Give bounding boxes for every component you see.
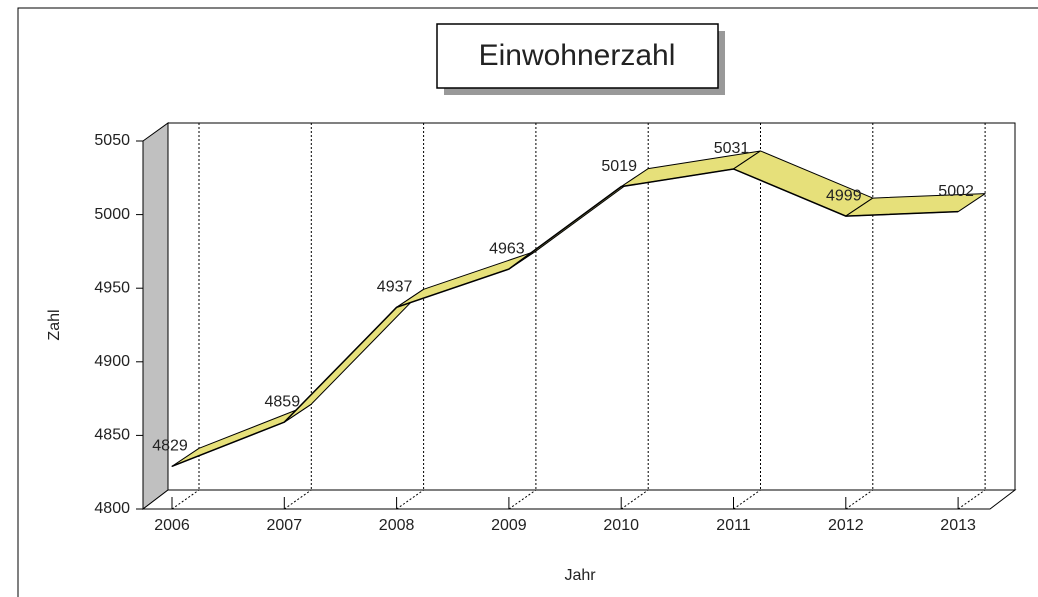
- data-label: 5031: [714, 140, 750, 157]
- x-tick-label: 2006: [154, 517, 190, 534]
- y-tick-label: 4950: [94, 279, 130, 296]
- x-tick-label: 2011: [716, 517, 751, 534]
- data-label: 4859: [265, 393, 301, 410]
- floor-grid: [171, 489, 200, 510]
- floor-grid: [620, 489, 649, 510]
- line: [171, 168, 959, 468]
- floor-grid: [845, 489, 874, 510]
- y-tick-label: 5050: [94, 132, 130, 149]
- y-tick-label: 5000: [94, 206, 130, 223]
- title-box: [436, 23, 719, 89]
- chart-title: Einwohnerzahl: [479, 39, 676, 72]
- floor-grid: [396, 489, 424, 510]
- floor-grid: [957, 489, 986, 510]
- data-label: 5019: [601, 158, 637, 175]
- x-axis-title: Jahr: [564, 567, 596, 584]
- data-label: 4963: [489, 240, 525, 257]
- x-tick-label: 2007: [267, 517, 303, 534]
- y-axis-title: Zahl: [46, 309, 63, 340]
- y-tick-label: 4850: [94, 427, 130, 444]
- y-tick-label: 4900: [94, 353, 130, 370]
- x-tick-label: 2012: [828, 517, 864, 534]
- data-label: 5002: [938, 183, 974, 200]
- data-label: 4829: [152, 438, 188, 455]
- floor: [141, 489, 1017, 510]
- x-tick-label: 2010: [603, 517, 639, 534]
- x-tick-label: 2013: [940, 517, 976, 534]
- data-label: 4937: [377, 279, 413, 296]
- floor-grid: [284, 489, 312, 510]
- y-tick-label: 4800: [94, 500, 130, 517]
- data-label: 4999: [826, 187, 862, 204]
- x-tick-label: 2009: [491, 517, 527, 534]
- x-tick-label: 2008: [379, 517, 415, 534]
- floor-grid: [508, 489, 537, 510]
- floor-grid: [733, 489, 761, 510]
